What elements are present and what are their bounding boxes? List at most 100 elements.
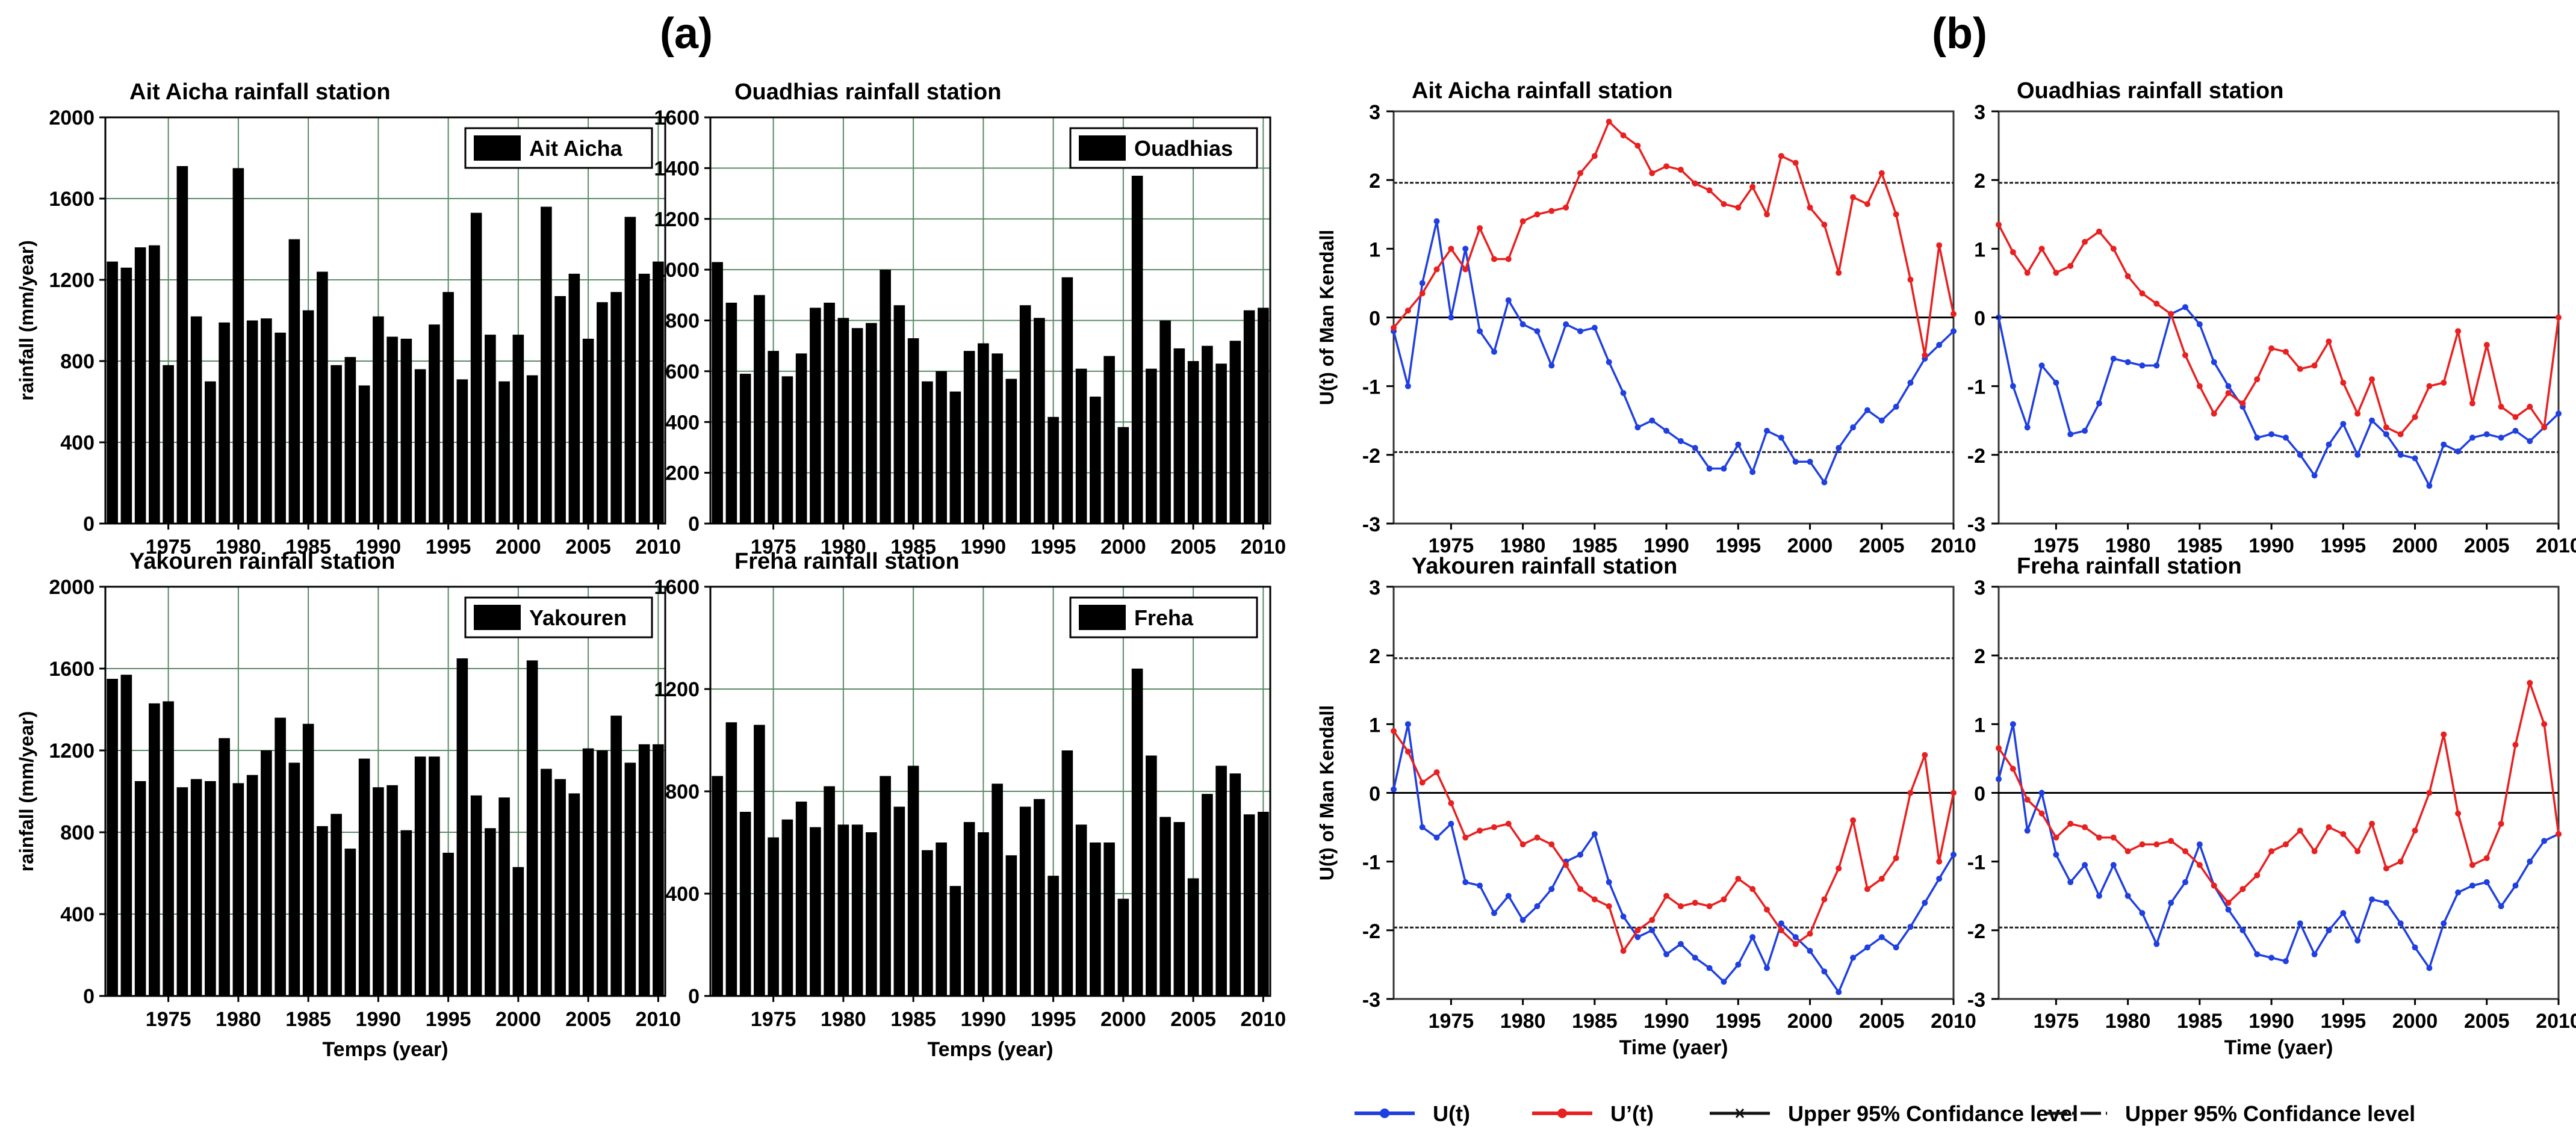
bar: [1117, 427, 1129, 524]
x-tick-label: 1995: [1715, 1010, 1761, 1033]
ut-point: [1591, 831, 1598, 837]
legend-label: Ait Aicha: [529, 136, 623, 161]
uprime-point: [2441, 731, 2447, 738]
uprime-series-line: [1997, 679, 2560, 904]
bar: [1243, 310, 1255, 524]
uprime-point: [1864, 201, 1870, 208]
ut-point: [1907, 924, 1914, 930]
bar: [1187, 878, 1199, 996]
uprime-point: [2369, 820, 2375, 827]
ut-point: [2110, 356, 2117, 362]
uprime-point: [1821, 896, 1828, 903]
bar: [470, 212, 482, 524]
legend-label: Upper 95% Confidance level: [2125, 1101, 2415, 1126]
legend-item: Upper 95% Confidance level: [2047, 1101, 2415, 1126]
uprime-point: [2412, 827, 2418, 834]
chart-title: Ait Aicha rainfall station: [1412, 78, 1673, 104]
x-tick-label: 1975: [751, 536, 796, 558]
y-tick-label: 1000: [654, 259, 700, 282]
ut-point: [1433, 834, 1440, 841]
ut-point: [2067, 879, 2074, 885]
ut-point: [1677, 438, 1684, 444]
bar: [610, 292, 622, 524]
ut-point: [1534, 903, 1541, 909]
bar: [358, 385, 370, 524]
bar: [373, 787, 384, 996]
y-axis-label: rainfall (mm/year): [16, 711, 37, 872]
uprime-point: [1548, 841, 1555, 848]
uprime-point: [1922, 352, 1928, 359]
ut-point: [1606, 879, 1612, 885]
uprime-point: [1836, 865, 1842, 872]
uprime-point: [1577, 886, 1583, 892]
y-tick-label: 1200: [654, 678, 700, 701]
x-tick-label: 2010: [1241, 1008, 1286, 1031]
ut-point: [1649, 927, 1656, 933]
y-tick-label: -2: [1967, 445, 1985, 468]
x-tick-label: 2005: [565, 1008, 611, 1031]
legend-swatch: [1079, 605, 1126, 630]
uprime-point: [1749, 886, 1756, 892]
uprime-point: [2426, 790, 2433, 796]
uprime-point: [1807, 204, 1813, 211]
bar: [442, 853, 454, 996]
x-tick-label: 2000: [1787, 534, 1833, 557]
uprime-point: [2096, 228, 2102, 235]
bar: [1146, 368, 1157, 524]
bar: [232, 168, 244, 524]
y-tick-label: 0: [688, 985, 700, 1008]
ut-series-line: [1997, 306, 2560, 489]
uprime-point: [2038, 810, 2045, 817]
ut-point: [2541, 838, 2548, 844]
ut-point: [1663, 951, 1670, 957]
uprime-point: [1462, 834, 1469, 841]
uprime-point: [2196, 383, 2203, 389]
mk-chart-ouadhias: -3 -2 -1 0 1 2 3 1975 1980 1985 1990 1995 2000 2005 20…: [1967, 78, 2576, 557]
bar: [712, 776, 723, 996]
ut-point: [1778, 920, 1784, 927]
x-tick-label: 2005: [565, 536, 611, 558]
uprime-point: [2153, 841, 2160, 848]
uprime-point: [1563, 862, 1569, 868]
uprime-point: [1448, 246, 1454, 252]
uprime-series-line: [1997, 224, 2560, 436]
legend-item: Upper 95% Confidance level: [1710, 1101, 2078, 1126]
x-tick-label: 1980: [2105, 534, 2151, 557]
ut-point: [1419, 824, 1426, 830]
x-tick-label: 2010: [1241, 536, 1286, 558]
bar: [739, 374, 751, 524]
ut-point: [1821, 479, 1828, 486]
bar: [205, 781, 216, 996]
uprime-point: [2455, 328, 2462, 335]
ut-point: [1836, 989, 1842, 995]
ut-point: [2082, 427, 2088, 434]
x-tick-label: 1985: [285, 536, 331, 558]
y-tick-label: 800: [60, 350, 95, 373]
ut-point: [1792, 934, 1799, 941]
uprime-point: [2239, 886, 2246, 892]
uprime-point: [2053, 270, 2059, 276]
y-tick-label: 800: [60, 821, 95, 844]
y-tick-label: 1: [1369, 238, 1380, 261]
uprime-point: [1936, 242, 1943, 249]
uprime-point: [2225, 900, 2232, 906]
bar: [1258, 812, 1269, 996]
bar: [781, 376, 793, 524]
y-tick-label: 2000: [49, 576, 95, 599]
ut-point: [2124, 892, 2131, 899]
ut-point: [1893, 944, 1899, 951]
x-tick-label: 1985: [1572, 1010, 1618, 1033]
x-tick-label: 2010: [636, 536, 681, 558]
bar: [232, 783, 244, 996]
x-tick-label: 1985: [1572, 534, 1618, 557]
y-tick-label: 3: [1974, 577, 1985, 599]
x-tick-label: 2000: [2392, 1010, 2438, 1033]
ut-point: [1519, 917, 1526, 923]
ut-point: [1807, 948, 1813, 954]
uprime-point: [2139, 290, 2146, 297]
bar-chart-ait-aicha: 0 400 800 1200 1600 2000 1975 1980 1985 1990 1995 2…: [16, 79, 681, 558]
x-tick-label: 2000: [495, 536, 541, 558]
uprime-point: [1477, 225, 1483, 232]
ut-point: [2182, 304, 2188, 311]
bar: [725, 722, 737, 996]
